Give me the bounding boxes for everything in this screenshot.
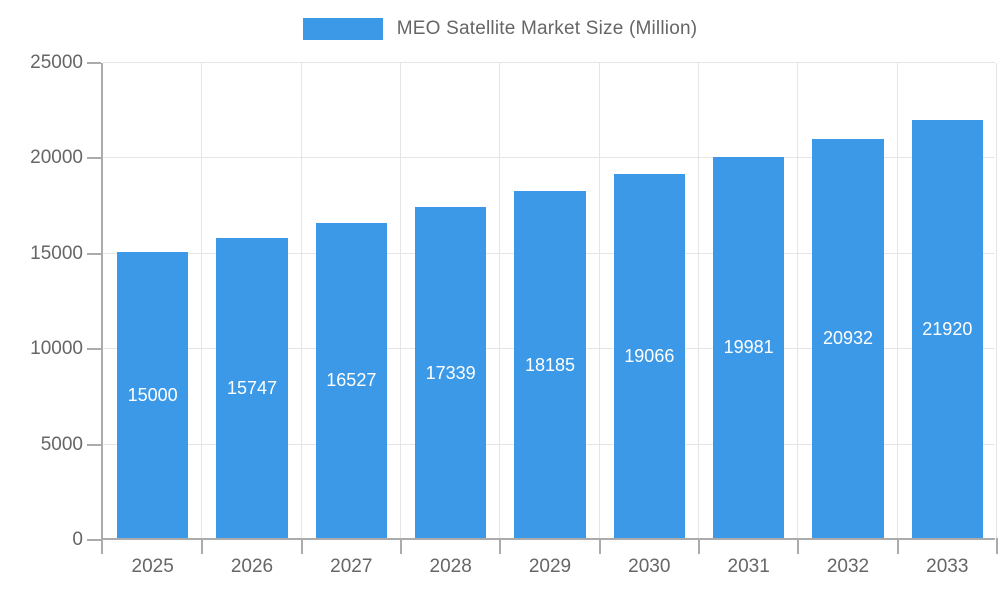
x-axis-tick-label: 2026 xyxy=(230,556,274,577)
bar[interactable]: 18185 xyxy=(514,191,586,538)
y-axis-tick-label: 25000 xyxy=(30,52,83,73)
x-gridline xyxy=(400,63,401,538)
y-axis-tick xyxy=(87,539,101,541)
x-axis-tick xyxy=(499,538,502,554)
x-gridline xyxy=(598,63,600,538)
x-axis-tick-label: 2029 xyxy=(528,556,572,577)
chart-legend[interactable]: MEO Satellite Market Size (Million) xyxy=(0,18,1000,40)
y-gridline xyxy=(103,157,995,159)
bar[interactable]: 20932 xyxy=(812,138,884,538)
bar-value-label: 15747 xyxy=(226,377,278,398)
x-gridline xyxy=(797,63,799,538)
bar[interactable]: 16527 xyxy=(315,222,388,538)
bar[interactable]: 21920 xyxy=(911,119,984,538)
x-axis-tick xyxy=(896,538,899,554)
legend-label: MEO Satellite Market Size (Million) xyxy=(396,18,698,39)
y-axis-tick-label: 5000 xyxy=(40,433,83,455)
x-gridline xyxy=(896,63,898,538)
x-axis-tick-label: 2027 xyxy=(330,556,373,577)
bar[interactable]: 19981 xyxy=(712,156,785,538)
bar-value-label: 17339 xyxy=(425,362,476,383)
x-axis-tick xyxy=(201,538,204,554)
bar-value-label: 19066 xyxy=(624,346,675,367)
x-gridline xyxy=(996,63,997,538)
y-axis-tick xyxy=(87,62,101,64)
x-gridline xyxy=(201,63,203,538)
bar[interactable]: 15000 xyxy=(116,251,189,538)
x-axis-tick-label: 2033 xyxy=(926,556,969,577)
x-axis-tick xyxy=(400,538,402,554)
x-axis-tick xyxy=(101,538,103,554)
bar[interactable]: 19066 xyxy=(613,174,686,538)
y-axis-tick xyxy=(87,348,101,351)
bar-value-label: 21920 xyxy=(922,318,973,339)
plot-area: 0 5000 10000 15000 20000 25000 15000 2025 15747 2… xyxy=(30,52,998,577)
x-axis-tick xyxy=(996,538,998,554)
y-axis-tick-label: 20000 xyxy=(30,147,83,169)
bar-value-label: 20932 xyxy=(822,328,874,349)
y-axis-tick-label: 15000 xyxy=(30,242,83,264)
bar-value-label: 16527 xyxy=(326,370,377,391)
x-axis-tick-label: 2032 xyxy=(826,556,870,577)
x-gridline xyxy=(300,63,302,538)
x-axis-tick-label: 2025 xyxy=(131,556,174,577)
bar-value-label: 19981 xyxy=(723,337,774,358)
y-axis-tick xyxy=(87,443,101,446)
legend-swatch-icon xyxy=(302,18,383,40)
x-gridline xyxy=(698,63,699,538)
bar[interactable]: 17339 xyxy=(414,207,487,538)
x-axis-tick-label: 2028 xyxy=(429,556,472,577)
x-axis-tick-label: 2030 xyxy=(628,556,671,577)
x-gridline xyxy=(499,63,501,538)
x-axis-tick xyxy=(598,538,601,554)
x-axis-tick xyxy=(300,538,303,554)
bar-value-label: 15000 xyxy=(127,384,178,405)
y-axis-tick-label: 10000 xyxy=(30,338,83,360)
y-axis-tick-label: 0 xyxy=(72,529,83,550)
y-axis-tick xyxy=(87,157,101,160)
x-axis-tick-label: 2031 xyxy=(727,556,770,577)
x-axis-tick xyxy=(698,538,700,554)
y-gridline xyxy=(103,62,995,63)
bar[interactable]: 15747 xyxy=(216,237,288,538)
y-axis-tick xyxy=(87,252,101,255)
x-axis-tick xyxy=(797,538,800,554)
bar-value-label: 18185 xyxy=(524,354,576,375)
